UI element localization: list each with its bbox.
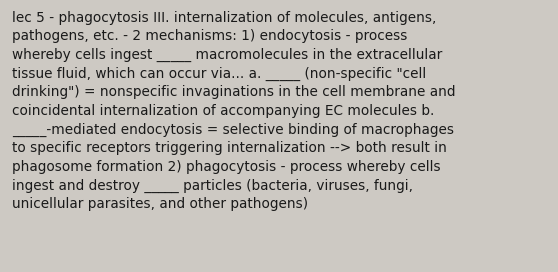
Text: lec 5 - phagocytosis III. internalization of molecules, antigens,
pathogens, etc: lec 5 - phagocytosis III. internalizatio… [12, 11, 456, 211]
